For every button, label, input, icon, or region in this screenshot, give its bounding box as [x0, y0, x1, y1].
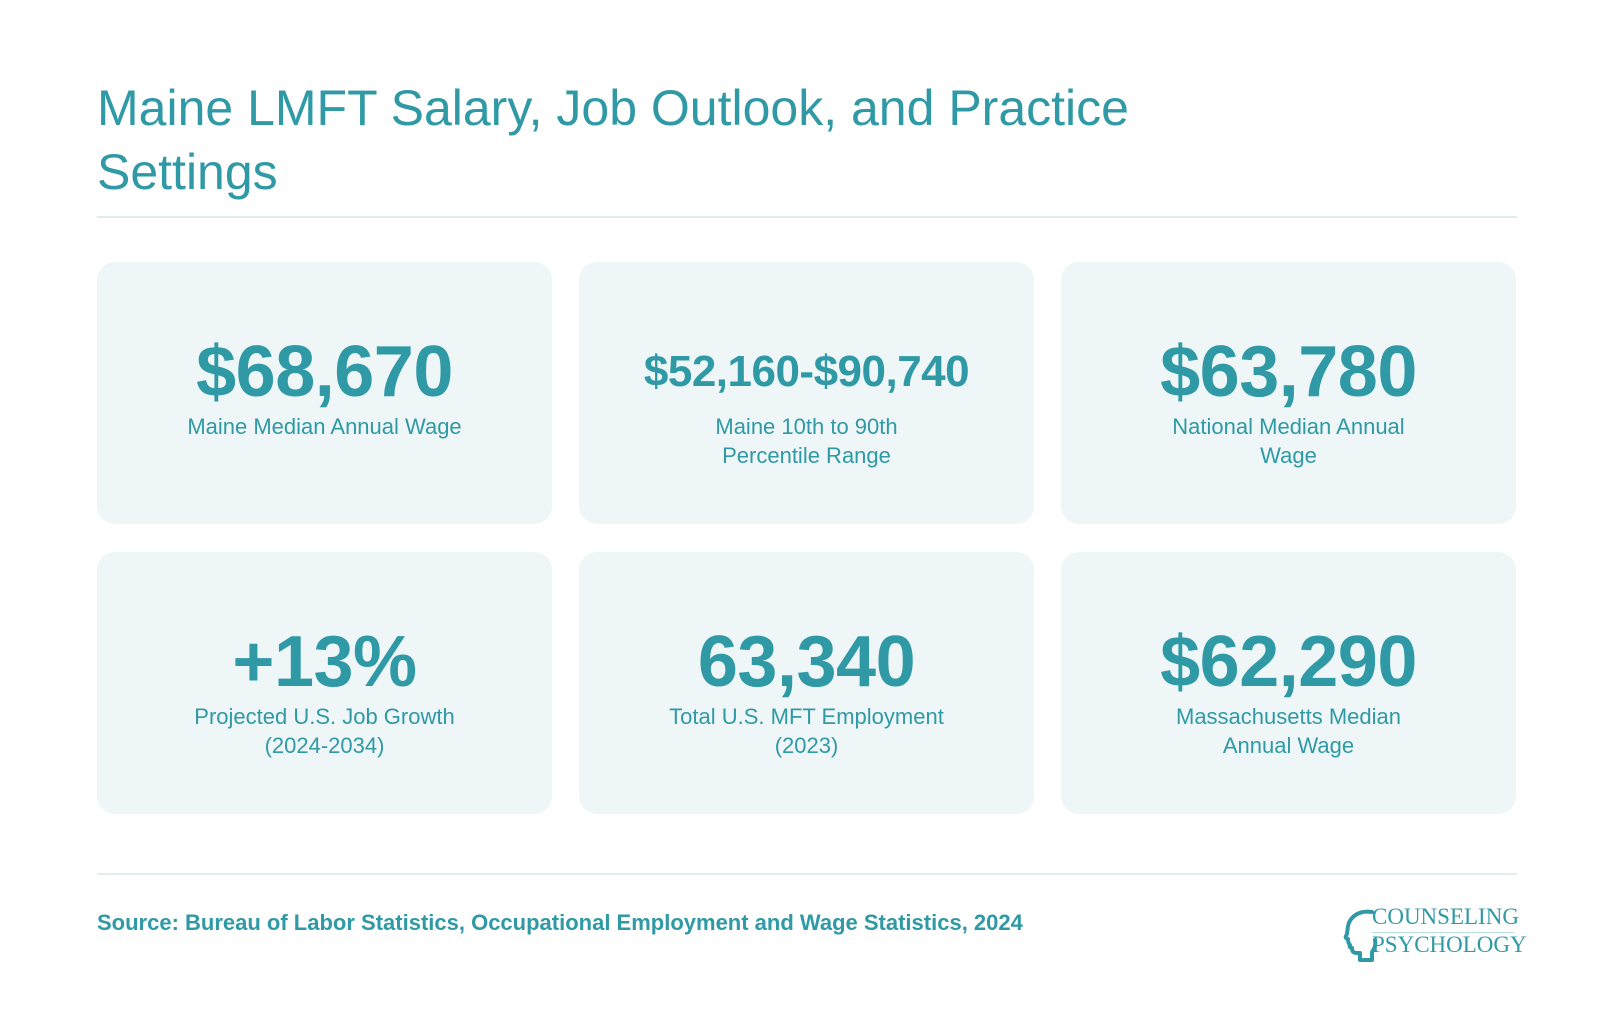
head-profile-icon: [1343, 909, 1378, 962]
stat-value: $68,670: [196, 332, 453, 412]
stat-card-total-employment: 63,340 Total U.S. MFT Employment (2023): [579, 552, 1034, 814]
stat-value: +13%: [232, 622, 417, 702]
stat-label: Massachusetts Median Annual Wage: [1176, 704, 1401, 758]
stat-label: Maine 10th to 90th Percentile Range: [715, 414, 898, 468]
stat-card-maine-median: $68,670 Maine Median Annual Wage: [97, 262, 552, 524]
stat-value: $52,160-$90,740: [643, 347, 970, 396]
logo-line-psychology: PSYCHOLOGY: [1372, 932, 1527, 957]
top-divider: [97, 216, 1517, 218]
stat-card-massachusetts-median: $62,290 Massachusetts Median Annual Wage: [1061, 552, 1516, 814]
page-title: Maine LMFT Salary, Job Outlook, and Prac…: [97, 80, 1129, 200]
stat-label: Maine Median Annual Wage: [187, 414, 462, 439]
infographic: Maine LMFT Salary, Job Outlook, and Prac…: [97, 0, 1527, 1028]
stat-value: $63,780: [1160, 332, 1417, 412]
stat-value: 63,340: [697, 622, 916, 702]
stats-grid: $68,670 Maine Median Annual Wage $52,160…: [97, 262, 1517, 814]
stat-value: $62,290: [1160, 622, 1417, 702]
stat-card-job-growth: +13% Projected U.S. Job Growth (2024-203…: [97, 552, 552, 814]
logo-line-counseling: COUNSELING: [1372, 904, 1519, 929]
stat-card-national-median: $63,780 National Median Annual Wage: [1061, 262, 1516, 524]
stat-label: Projected U.S. Job Growth (2024-2034): [194, 704, 455, 758]
bottom-divider: [97, 873, 1517, 875]
stat-label: National Median Annual Wage: [1172, 414, 1405, 468]
stat-label: Total U.S. MFT Employment (2023): [669, 704, 944, 758]
logo-divider: [1372, 932, 1514, 933]
stat-card-maine-range: $52,160-$90,740 Maine 10th to 90th Perce…: [579, 262, 1034, 524]
brand-logo: COUNSELING PSYCHOLOGY: [1342, 904, 1527, 962]
source-citation: Source: Bureau of Labor Statistics, Occu…: [97, 910, 1023, 935]
